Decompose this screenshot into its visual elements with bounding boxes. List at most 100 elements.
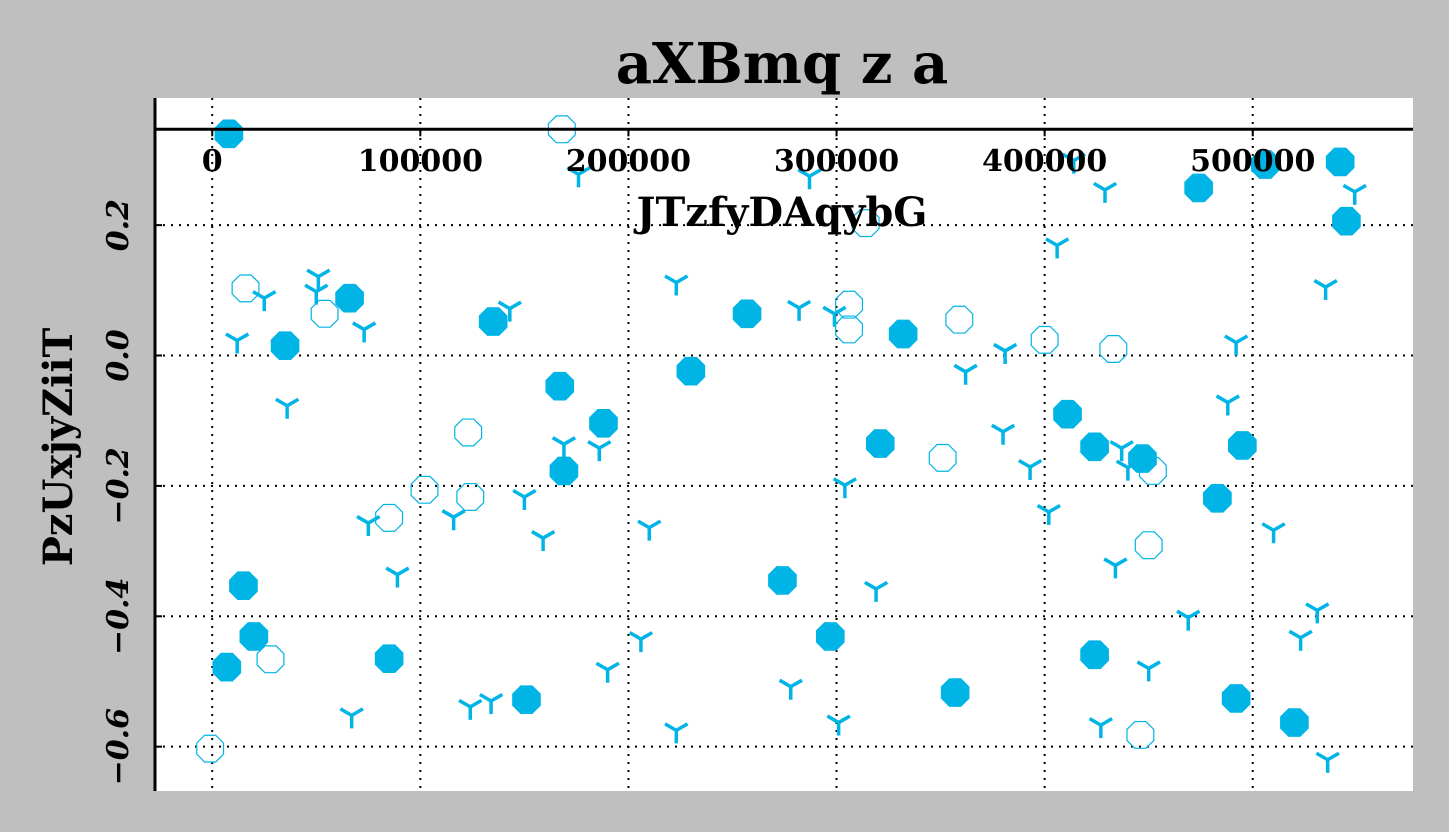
tri-down-point (664, 274, 689, 296)
tri-down-point (664, 722, 689, 744)
tri-down-point (225, 332, 250, 354)
tri-down-point (1261, 522, 1286, 544)
tri-down-point (863, 580, 889, 602)
axes: 0 100000 200000 300000 400000 500000 −0.6 −0.4 −… (101, 98, 1413, 791)
x-axis-label: JTzfyDAqybG (634, 189, 928, 236)
tri-down-point (478, 693, 504, 715)
filled-octagon-point (1228, 431, 1257, 460)
tri-down-point (826, 714, 851, 736)
plot-area (155, 98, 1413, 791)
tri-down-point (953, 363, 978, 385)
hollow-octagon-point (456, 482, 485, 511)
filled-octagon-point (815, 622, 845, 651)
tri-down-point (304, 283, 329, 305)
tri-down-point (778, 678, 803, 700)
filled-octagon-point (214, 119, 244, 149)
tri-down-point (1045, 237, 1070, 259)
tri-down-point (352, 321, 377, 343)
filled-octagon-point (732, 299, 762, 329)
hollow-octagon-point (1030, 325, 1059, 354)
filled-octagon-point (589, 408, 618, 438)
filled-octagon-point (1080, 640, 1109, 670)
hollow-octagon-point (1099, 335, 1128, 363)
tri-down-point (306, 268, 331, 290)
hollow-octagon-point (928, 443, 957, 472)
filled-octagon-point (1250, 150, 1280, 179)
filled-octagon-point (335, 283, 364, 313)
tri-down-point (339, 707, 364, 729)
tri-down-point (587, 440, 612, 462)
filled-octagon-point (1332, 206, 1361, 236)
filled-octagon-point (888, 319, 918, 349)
filled-octagon-point (1184, 173, 1213, 203)
filled-octagon-point (270, 331, 300, 361)
hollow-octagon-point (310, 299, 339, 328)
x-tick-label: 500000 (1190, 144, 1315, 179)
x-tick-label: 400000 (982, 144, 1107, 179)
filled-octagon-point (239, 622, 269, 651)
filled-octagon-point (374, 644, 404, 673)
y-tick-label: −0.2 (101, 447, 136, 524)
hollow-octagon-point (835, 290, 864, 319)
filled-octagon-point (940, 678, 970, 707)
tri-down-point (566, 166, 591, 188)
tri-down-point (1313, 279, 1338, 301)
hollow-octagon-point (945, 305, 974, 334)
hollow-octagon-point (1134, 531, 1163, 560)
x-tick-label: 300000 (774, 144, 899, 179)
tri-down-point (822, 305, 847, 327)
tri-down-point (595, 661, 620, 683)
tri-down-point (797, 168, 822, 190)
tri-down-point (1061, 152, 1086, 174)
chart-title: aXBmq z a (616, 31, 949, 97)
hollow-octagon-point (256, 645, 285, 674)
hollow-octagon-point (454, 418, 483, 447)
x-tick-label: 0 (202, 144, 223, 179)
x-tick-label: 100000 (358, 144, 483, 179)
tri-down-point (1109, 440, 1134, 462)
tri-down-point (385, 566, 410, 588)
hollow-octagon-point (196, 734, 225, 763)
data-points (196, 115, 1367, 773)
filled-octagon-point (1221, 684, 1251, 713)
filled-octagon-point (1128, 444, 1157, 473)
tri-down-point (990, 423, 1016, 445)
tri-down-point (252, 290, 277, 312)
tri-down-point (356, 515, 381, 537)
tri-down-point (786, 299, 812, 321)
hollow-octagon-point (851, 209, 880, 238)
tri-down-point (1017, 458, 1043, 480)
hollow-octagon-point (1138, 456, 1167, 485)
tri-down-point (1342, 183, 1367, 205)
filled-octagon-point (768, 566, 797, 595)
tri-down-point (1288, 629, 1313, 651)
tri-down-point (1036, 503, 1061, 525)
hollow-octagon-point (231, 274, 260, 303)
x-tick-label: 200000 (566, 144, 691, 179)
tri-down-point (1176, 609, 1201, 631)
y-tick-label: −0.6 (101, 708, 136, 785)
tri-down-point (628, 631, 654, 653)
hollow-octagon-point (375, 503, 404, 532)
filled-octagon-point (229, 571, 258, 600)
filled-octagon-point (1325, 147, 1355, 177)
grid-lines (155, 98, 1413, 791)
filled-octagon-point (1203, 483, 1232, 513)
y-tick-label: −0.4 (101, 578, 136, 655)
tri-down-point (530, 530, 556, 552)
tri-down-point (551, 436, 577, 458)
filled-octagon-point (865, 429, 895, 458)
tri-down-point (497, 300, 522, 322)
filled-octagon-point (1280, 708, 1309, 737)
filled-octagon-point (676, 356, 706, 386)
tri-down-point (1136, 660, 1161, 682)
y-axis-label: PzUxjyZiiT (35, 327, 82, 566)
hollow-octagon-point (547, 115, 576, 144)
y-tick-label: 0.2 (101, 199, 136, 251)
tri-down-point (1092, 181, 1118, 203)
filled-octagon-point (1053, 399, 1082, 429)
tri-down-point (1315, 751, 1340, 773)
tri-down-point (832, 477, 858, 499)
filled-octagon-point (478, 307, 508, 336)
